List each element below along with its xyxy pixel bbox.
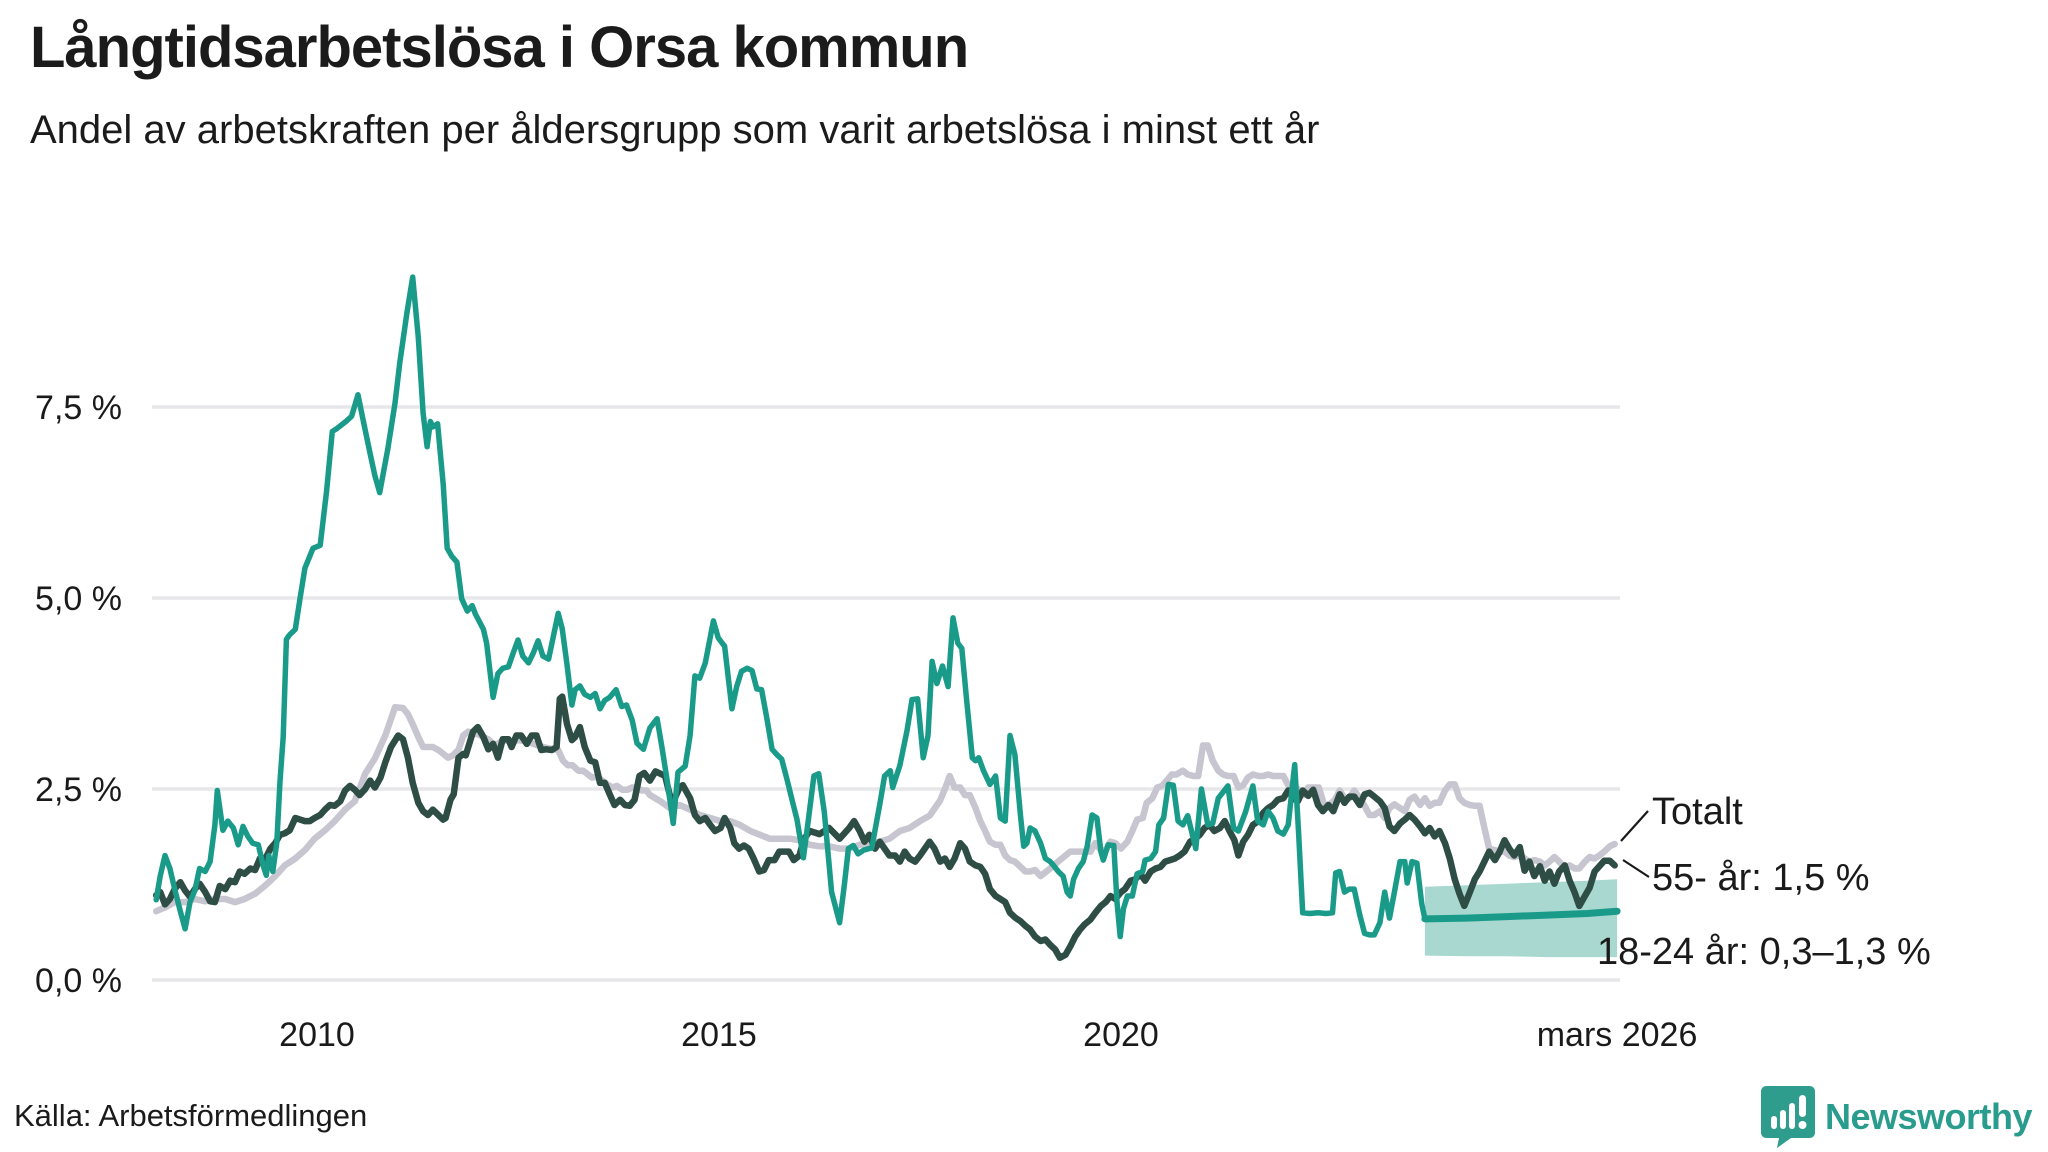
leader-line-0 [1620,810,1649,842]
label-55: 55- år: 1,5 % [1652,857,1870,899]
series-line-18-24-år [153,274,1428,940]
newsworthy-logo: Newsworthy [1760,1086,2033,1148]
series-line-totalt [152,704,1618,915]
series-line-55-år [152,693,1618,962]
y-tick-label-0: 0,0 % [35,962,122,1000]
forecast-center-line-18-24-år [1421,907,1621,923]
y-tick-label-2.5: 2,5 % [35,771,122,809]
page-title: Långtidsarbetslösa i Orsa kommun [30,15,969,80]
y-tick-label-5: 5,0 % [35,580,122,618]
x-tick-label-mars-2026: mars 2026 [1537,1016,1698,1054]
y-tick-label-7.5: 7,5 % [35,389,122,427]
label-totalt: Totalt [1652,791,1743,833]
newsworthy-logo-text: Newsworthy [1824,1096,2033,1137]
x-tick-label-2020: 2020 [1083,1016,1159,1054]
page-subtitle: Andel av arbetskraften per åldersgrupp s… [30,108,1320,152]
x-tick-label-2010: 2010 [279,1016,355,1054]
newsworthy-speech-bubble-icon [1760,1086,1815,1148]
x-tick-label-2015: 2015 [681,1016,757,1054]
leader-line-1 [1622,859,1650,878]
label-18-24: 18-24 år: 0,3–1,3 % [1597,931,1931,973]
source-note: Källa: Arbetsförmedlingen [14,1098,368,1133]
